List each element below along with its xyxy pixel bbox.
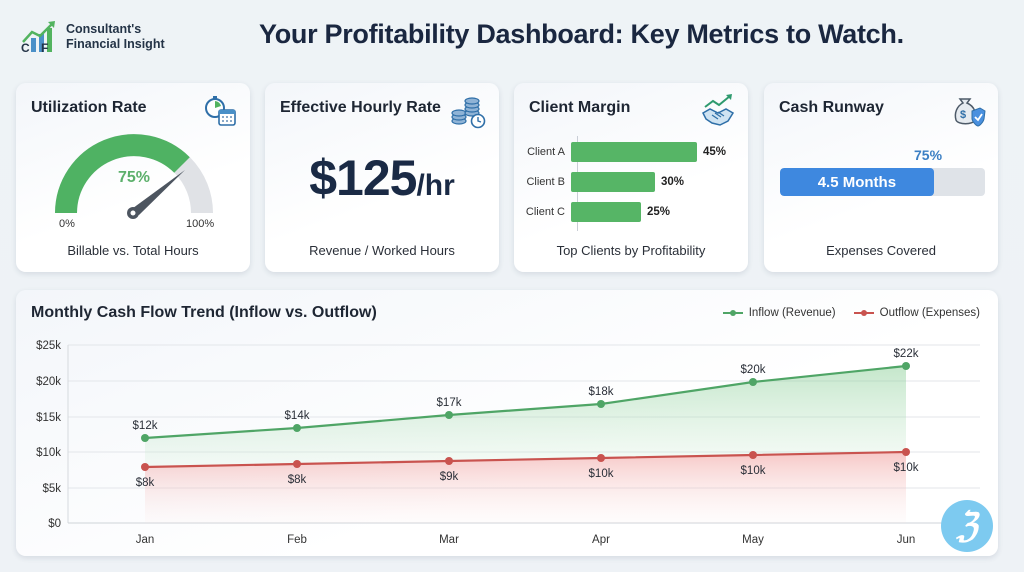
rate-amount: $125 bbox=[309, 150, 417, 206]
utilization-rate-card: Utilization Rate 75% 0% 100% Billable vs… bbox=[16, 83, 250, 272]
legend-inflow[interactable]: Inflow (Revenue) bbox=[722, 307, 836, 319]
x-tick: Jan bbox=[136, 534, 155, 546]
y-tick: $15k bbox=[36, 412, 61, 424]
x-tick: Mar bbox=[439, 534, 459, 546]
coins-clock-icon bbox=[451, 93, 487, 129]
x-tick: Feb bbox=[287, 534, 307, 546]
client-margin-card: Client Margin Client A 45% Client B 30% … bbox=[514, 83, 748, 272]
y-tick: $25k bbox=[36, 340, 61, 352]
outflow-data-label: $10k bbox=[589, 468, 614, 480]
chart-legend: Inflow (Revenue) Outflow (Expenses) bbox=[722, 307, 980, 319]
brand-name: Consultant's Financial Insight bbox=[66, 22, 165, 52]
runway-progress-fill: 4.5 Months bbox=[780, 168, 934, 196]
x-tick: Apr bbox=[592, 534, 610, 546]
handshake-growth-icon bbox=[700, 93, 736, 129]
y-tick: $5k bbox=[42, 483, 61, 495]
outflow-data-label: $8k bbox=[288, 474, 307, 486]
legend-label: Outflow (Expenses) bbox=[879, 307, 980, 319]
client-margin-bar bbox=[571, 202, 641, 222]
client-margin-value: 45% bbox=[703, 146, 727, 158]
inflow-data-label: $17k bbox=[437, 397, 462, 409]
client-margin-value: 30% bbox=[661, 176, 685, 188]
brand: C F Consultant's Financial Insight bbox=[20, 20, 165, 55]
utilization-value: 75% bbox=[117, 169, 151, 186]
brand-line-2: Financial Insight bbox=[66, 37, 165, 51]
outflow-data-label: $8k bbox=[136, 477, 155, 489]
rate-unit: /hr bbox=[416, 169, 455, 202]
client-margin-row: Client C 25% bbox=[514, 202, 670, 222]
money-bag-shield-icon: $ bbox=[950, 93, 986, 129]
inflow-data-label: $22k bbox=[894, 348, 919, 360]
client-name: Client C bbox=[525, 206, 565, 218]
outflow-swatch-icon bbox=[853, 308, 874, 318]
card-subtitle: Top Clients by Profitability bbox=[556, 243, 706, 258]
outflow-data-label: $10k bbox=[894, 462, 919, 474]
card-subtitle: Revenue / Worked Hours bbox=[309, 243, 455, 258]
outflow-line bbox=[144, 450, 907, 469]
runway-progress-bar: 4.5 Months bbox=[780, 168, 985, 196]
hourly-rate-value: $125/hr bbox=[265, 149, 499, 207]
svg-text:C: C bbox=[21, 41, 30, 54]
svg-text:$: $ bbox=[960, 109, 966, 121]
card-title: Utilization Rate bbox=[31, 99, 147, 116]
cash-flow-line-chart: $25k $20k $15k $10k $5k $0 $12k $14k $17… bbox=[36, 340, 980, 546]
client-margin-value: 25% bbox=[647, 206, 671, 218]
cash-runway-card: Cash Runway $ 75% 4.5 Months Expenses Co… bbox=[764, 83, 998, 272]
legend-label: Inflow (Revenue) bbox=[748, 307, 836, 319]
client-name: Client A bbox=[527, 146, 565, 158]
client-margin-row: Client A 45% bbox=[514, 142, 726, 162]
card-title: Cash Runway bbox=[779, 99, 884, 116]
inflow-line bbox=[144, 364, 907, 440]
inflow-data-label: $12k bbox=[133, 420, 158, 432]
watermark-logo-icon: ℨ bbox=[941, 500, 993, 552]
page-title: Your Profitability Dashboard: Key Metric… bbox=[259, 19, 904, 49]
card-subtitle: Expenses Covered bbox=[826, 243, 936, 258]
effective-hourly-rate-card: Effective Hourly Rate $125/hr Revenue / … bbox=[265, 83, 499, 272]
utilization-gauge: 75% bbox=[54, 133, 214, 223]
card-title: Effective Hourly Rate bbox=[280, 99, 441, 116]
inflow-data-label: $20k bbox=[741, 364, 766, 376]
y-tick: $20k bbox=[36, 376, 61, 388]
svg-text:F: F bbox=[41, 41, 48, 54]
outflow-data-label: $9k bbox=[440, 471, 459, 483]
outflow-data-label: $10k bbox=[741, 465, 766, 477]
y-tick: $10k bbox=[36, 447, 61, 459]
gauge-max-label: 100% bbox=[186, 218, 215, 230]
client-margin-row: Client B 30% bbox=[514, 172, 684, 192]
inflow-data-label: $18k bbox=[589, 386, 614, 398]
brand-logo-icon: C F bbox=[20, 20, 60, 55]
client-margin-bar bbox=[571, 172, 655, 192]
y-tick: $0 bbox=[48, 518, 61, 530]
runway-percent: 75% bbox=[914, 147, 943, 163]
inflow-swatch-icon bbox=[722, 308, 743, 318]
card-title: Client Margin bbox=[529, 99, 631, 116]
card-subtitle: Billable vs. Total Hours bbox=[67, 243, 199, 258]
cash-flow-chart-card: $25k $20k $15k $10k $5k $0 $12k $14k $17… bbox=[16, 290, 998, 556]
brand-line-1: Consultant's bbox=[66, 22, 142, 36]
legend-outflow[interactable]: Outflow (Expenses) bbox=[853, 307, 980, 319]
stopwatch-calendar-icon bbox=[202, 93, 238, 129]
inflow-data-label: $14k bbox=[285, 410, 310, 422]
gauge-min-label: 0% bbox=[59, 218, 75, 230]
client-name: Client B bbox=[526, 176, 565, 188]
client-margin-bar bbox=[571, 142, 697, 162]
x-tick: Jun bbox=[897, 534, 916, 546]
chart-title: Monthly Cash Flow Trend (Inflow vs. Outf… bbox=[31, 304, 377, 321]
x-tick: May bbox=[742, 534, 764, 546]
